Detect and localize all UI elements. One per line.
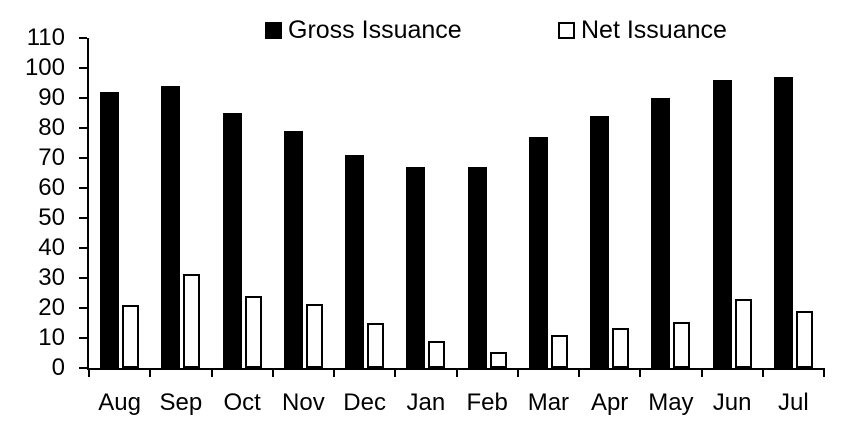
- y-axis-label: 50: [38, 204, 65, 231]
- x-axis-tick: [578, 368, 580, 377]
- y-axis-label: 110: [26, 24, 65, 51]
- y-axis-label: 70: [38, 144, 65, 171]
- y-axis-tick: [79, 307, 87, 309]
- gross-issuance-swatch-icon: [265, 21, 282, 39]
- net-issuance-swatch-icon: [558, 21, 575, 39]
- y-axis-label: 90: [38, 84, 65, 111]
- plot-area: 0 10 20 30 40 50 60 70 80 90 100 110 Aug Sep Oct Nov Dec…: [25, 25, 825, 416]
- y-axis-tick: [79, 157, 87, 159]
- x-axis-label: Nov: [282, 389, 325, 416]
- y-axis-tick: [79, 367, 87, 369]
- x-axis-tick: [639, 368, 642, 377]
- legend-label-net: Net Issuance: [581, 16, 727, 44]
- x-axis-label: Jun: [712, 389, 752, 416]
- y-axis-label: 10: [38, 324, 65, 351]
- net-bar: [550, 335, 568, 368]
- x-axis-label: Dec: [343, 389, 386, 416]
- x-axis-tick: [455, 368, 458, 377]
- legend-item-net: Net Issuance: [558, 16, 727, 44]
- y-axis-label: 80: [38, 114, 65, 141]
- x-axis-label: May: [648, 389, 694, 416]
- gross-bar: [222, 113, 242, 368]
- y-axis-tick: [79, 97, 87, 99]
- y-axis-label: 0: [51, 354, 65, 381]
- y-axis-tick: [79, 127, 87, 129]
- y-axis-label: 100: [24, 54, 65, 81]
- net-bar: [122, 305, 139, 368]
- x-axis-tick: [333, 368, 335, 377]
- net-bar: [673, 321, 691, 368]
- x-axis-label: Mar: [527, 389, 570, 416]
- x-axis-label: Jan: [406, 389, 446, 416]
- y-axis-tick: [79, 187, 87, 189]
- net-bar: [734, 299, 752, 368]
- x-axis-tick: [394, 368, 397, 377]
- x-axis-label: Jul: [778, 389, 809, 416]
- gross-bar: [528, 137, 548, 368]
- x-axis-tick: [149, 368, 152, 377]
- gross-bar: [712, 80, 732, 368]
- x-axis-tick: [761, 368, 764, 377]
- y-axis-tick: [79, 37, 87, 39]
- gross-bar: [161, 86, 181, 368]
- gross-bar: [590, 116, 609, 368]
- y-axis-tick: [79, 337, 87, 339]
- x-axis-label: Feb: [466, 389, 508, 416]
- net-bar: [489, 351, 507, 368]
- net-bar: [244, 296, 262, 368]
- gross-bar: [467, 167, 487, 368]
- x-axis-label: Aug: [98, 389, 141, 416]
- x-axis-tick: [88, 368, 90, 377]
- y-axis-tick: [79, 217, 87, 219]
- x-axis-tick: [700, 368, 703, 377]
- y-axis-tick: [79, 67, 87, 69]
- net-bar: [183, 273, 201, 368]
- net-bar: [305, 303, 323, 368]
- x-axis-tick: [823, 368, 825, 377]
- x-axis-label: Oct: [223, 389, 261, 416]
- y-axis-label: 60: [38, 174, 65, 201]
- net-bar: [367, 323, 384, 368]
- y-axis-label: 40: [38, 234, 65, 261]
- net-bar: [428, 341, 446, 368]
- x-axis-label: Sep: [159, 389, 203, 416]
- y-axis-tick: [79, 277, 87, 279]
- gross-bar: [100, 92, 119, 368]
- gross-bar: [283, 131, 303, 368]
- x-axis-label: Apr: [590, 389, 629, 416]
- net-bar: [612, 327, 629, 368]
- gross-bar: [651, 98, 671, 368]
- gross-bar: [773, 77, 793, 368]
- x-axis-tick: [516, 368, 519, 377]
- x-axis-tick: [271, 368, 274, 377]
- x-axis-tick: [210, 368, 213, 377]
- y-axis-tick: [79, 247, 87, 249]
- gross-bar: [345, 155, 364, 368]
- legend-item-gross: Gross Issuance: [265, 16, 462, 44]
- y-axis-label: 20: [38, 294, 65, 321]
- y-axis-label: 30: [38, 264, 65, 291]
- legend-label-gross: Gross Issuance: [288, 16, 462, 44]
- net-bar: [795, 311, 813, 368]
- gross-bar: [406, 167, 426, 368]
